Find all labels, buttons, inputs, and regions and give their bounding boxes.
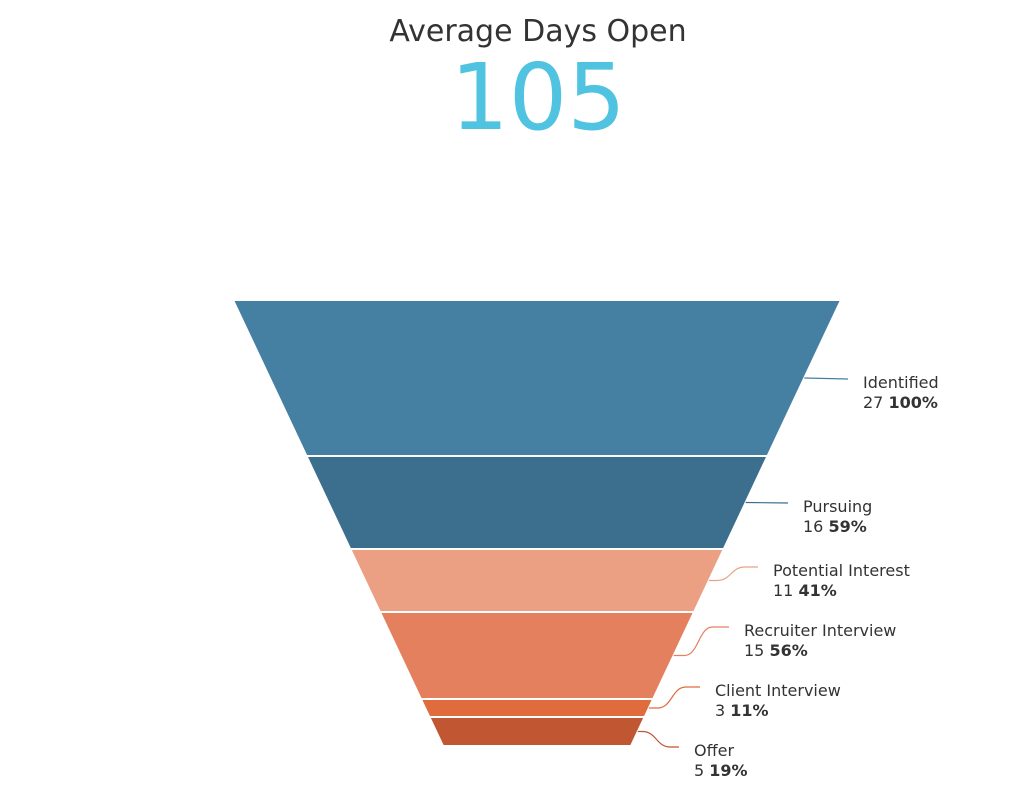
stage-count: 16 (803, 517, 828, 536)
connector-line (708, 566, 758, 582)
stage-count: 3 (715, 701, 730, 720)
stage-label-name: Client Interview (715, 681, 841, 700)
funnel-segment-client-interview (419, 698, 655, 718)
stage-label-name: Potential Interest (773, 561, 910, 580)
stage-percent: 56% (769, 641, 807, 660)
stage-label-value: 11 41% (773, 581, 837, 600)
stage-label-value: 16 59% (803, 517, 867, 536)
stage-percent: 11% (730, 701, 768, 720)
stage-percent: 41% (798, 581, 836, 600)
funnel-segment-pursuing (304, 455, 770, 550)
funnel-segment-identified (231, 299, 843, 457)
connector-line (804, 377, 849, 380)
stage-label-name: Recruiter Interview (744, 621, 896, 640)
stage-percent: 100% (888, 393, 937, 412)
stage-count: 5 (694, 761, 709, 780)
funnel-segment-potential-interest (348, 548, 726, 613)
average-days-value: 105 (450, 44, 626, 151)
funnel-segment-offer (427, 716, 647, 747)
stage-label-name: Identified (863, 373, 939, 392)
stage-count: 15 (744, 641, 769, 660)
stage-label-value: 5 19% (694, 761, 748, 780)
stage-label-value: 3 11% (715, 701, 769, 720)
chart-title: Average Days Open (389, 14, 687, 49)
stage-label-value: 15 56% (744, 641, 808, 660)
stage-label-value: 27 100% (863, 393, 938, 412)
connector-line (673, 626, 729, 657)
funnel-segment-recruiter-interview (378, 611, 696, 700)
stage-count: 27 (863, 393, 888, 412)
stage-label-name: Offer (694, 741, 734, 760)
stage-label-name: Pursuing (803, 497, 872, 516)
connector-line (745, 501, 789, 504)
stage-percent: 19% (709, 761, 747, 780)
stage-percent: 59% (828, 517, 866, 536)
stage-count: 11 (773, 581, 798, 600)
connector-line (637, 730, 679, 748)
connector-line (648, 686, 700, 709)
